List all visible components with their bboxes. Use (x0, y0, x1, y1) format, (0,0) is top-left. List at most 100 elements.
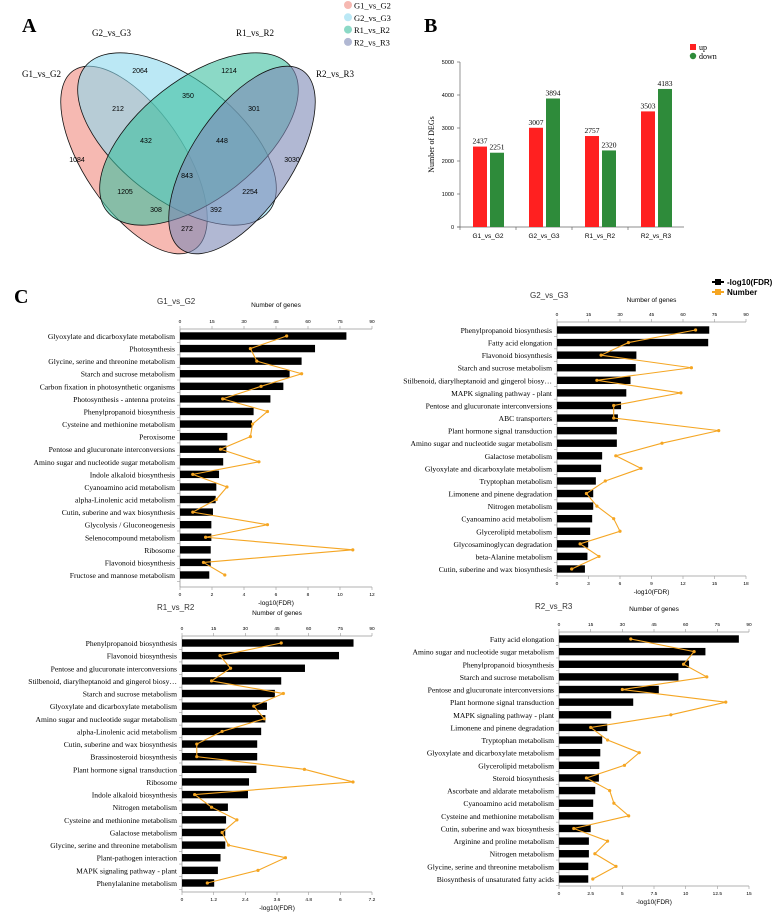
category-label: Phenylalanine metabolism (97, 879, 177, 888)
fdr-bar (559, 647, 706, 656)
category-label: Amino sugar and nucleotide sugar metabol… (35, 715, 177, 724)
bottom-tick-label: 15 (712, 581, 718, 587)
gene-count-point (612, 801, 616, 805)
venn-region-count: 308 (150, 207, 162, 214)
category-label: Phenylpropanoid biosynthesis (86, 639, 177, 648)
category-label: Glycosaminoglycan degradation (454, 540, 553, 549)
fdr-bar (559, 723, 608, 732)
category-label: Glycine, serine and threonine metabolism (50, 841, 177, 850)
bottom-tick-label: 0 (181, 897, 184, 903)
gene-count-point (595, 378, 599, 382)
bar-up (641, 111, 655, 227)
venn-region-count: 1214 (221, 68, 237, 75)
top-tick-label: 75 (715, 622, 721, 628)
fdr-bar (180, 520, 212, 529)
gene-count-point (597, 554, 601, 559)
bar-value-label: 2251 (490, 143, 505, 152)
legend-number-label: Number (727, 288, 757, 297)
gene-count-point (250, 422, 255, 426)
category-label: Starch and sucrose metabolism (460, 673, 554, 682)
fdr-bar (182, 651, 340, 660)
gene-count-point (584, 776, 589, 780)
enrichment-chart-r1-vs-r2: R1_vs_R2 Number of genes 0 15 30 45 60 75 90 0 1.2… (28, 603, 375, 912)
fdr-bar (559, 812, 594, 820)
fdr-bar (559, 761, 600, 770)
category-label: Cyanoamino acid metabolism (463, 799, 554, 808)
gene-count-point (300, 372, 304, 376)
fdr-bar (180, 558, 211, 567)
category-label: Glycerolipid metabolism (476, 527, 552, 536)
fdr-bar (557, 326, 710, 334)
top-tick-label: 90 (743, 312, 749, 318)
category-label: beta-Alanine metabolism (475, 552, 552, 561)
fdr-bar (180, 332, 347, 340)
category-label: Amino sugar and nucleotide sugar metabol… (412, 648, 554, 657)
bottom-tick-label: 10 (683, 891, 689, 897)
gene-count-point (591, 877, 595, 881)
y-tick-label: 1000 (442, 192, 454, 198)
legend-label: G2_vs_G3 (354, 13, 391, 23)
venn-region-count: 448 (216, 138, 228, 145)
category-label: Pentose and glucuronate interconversions (426, 401, 552, 410)
category-label: Glyoxylate and dicarboxylate metabolism (425, 464, 552, 473)
fdr-bar (557, 477, 596, 485)
gene-count-point (218, 654, 222, 658)
category-label: Steroid biosynthesis (493, 774, 554, 783)
category-label: Cutin, suberine and wax biosynthesis (62, 508, 175, 517)
y-axis-label: Number of DEGs (427, 116, 436, 172)
gene-count-point (205, 881, 209, 885)
gene-count-point (705, 675, 709, 679)
gene-count-point (584, 491, 589, 496)
category-label: Glycine, serine and threonine metabolism (48, 357, 175, 366)
category-label: Tryptophan metabolism (482, 736, 555, 745)
gene-count-point (660, 441, 664, 445)
gene-count-point (614, 454, 618, 458)
gene-count-point (221, 397, 225, 401)
category-label: Ribosome (146, 778, 177, 787)
gene-count-point (351, 780, 355, 784)
gene-count-point (279, 641, 283, 645)
legend-label: G1_vs_G2 (354, 1, 391, 11)
gene-count-point (256, 868, 260, 872)
chart-title: R1_vs_R2 (157, 603, 195, 612)
fdr-bar (180, 370, 290, 378)
fdr-bar (557, 439, 617, 447)
gene-count-point (626, 340, 631, 345)
category-label: Brassinosteroid biosynthesis (90, 753, 177, 762)
top-axis-label: Number of genes (629, 606, 680, 613)
category-label: Cutin, suberine and wax biosynthesis (439, 565, 552, 574)
top-axis-label: Number of genes (252, 610, 303, 617)
category-label: Plant hormone signal transduction (450, 698, 554, 707)
gene-count-point (622, 763, 627, 767)
gene-count-point (281, 691, 285, 696)
category-label: Indole alkaloid biosynthesis (90, 470, 175, 479)
gene-count-point (717, 429, 721, 433)
top-tick-label: 45 (273, 319, 279, 325)
gene-count-point (223, 573, 227, 577)
gene-count-point (248, 346, 252, 351)
fdr-bar (182, 841, 226, 849)
gene-count-point (692, 650, 696, 654)
gene-count-point (218, 447, 223, 451)
fdr-bar (182, 702, 267, 710)
category-label: Limonene and pinene degradation (450, 723, 554, 732)
gene-count-point (620, 687, 624, 692)
gene-count-point (228, 666, 233, 670)
x-axis-label: -log10(FDR) (258, 600, 294, 607)
top-tick-label: 30 (620, 622, 626, 628)
fdr-bar (180, 458, 224, 466)
gene-count-point (257, 460, 261, 464)
category-label: Cutin, suberine and wax biosynthesis (64, 740, 177, 749)
x-tick-label: R2_vs_R3 (641, 233, 672, 240)
bar-value-label: 2320 (602, 140, 617, 149)
category-label: Flavonoid biosynthesis (105, 558, 175, 567)
venn-set-label: R2_vs_R3 (316, 69, 355, 79)
venn-region-count: 1205 (117, 189, 133, 196)
category-label: Stilbenoid, diarylheptanoid and gingerol… (403, 376, 552, 385)
gene-count-point (612, 517, 616, 521)
fdr-bar (557, 338, 709, 347)
category-label: Flavonoid biosynthesis (482, 351, 552, 360)
chart-title: R2_vs_R3 (535, 602, 573, 611)
category-label: Fructose and mannose metabolism (70, 571, 175, 580)
